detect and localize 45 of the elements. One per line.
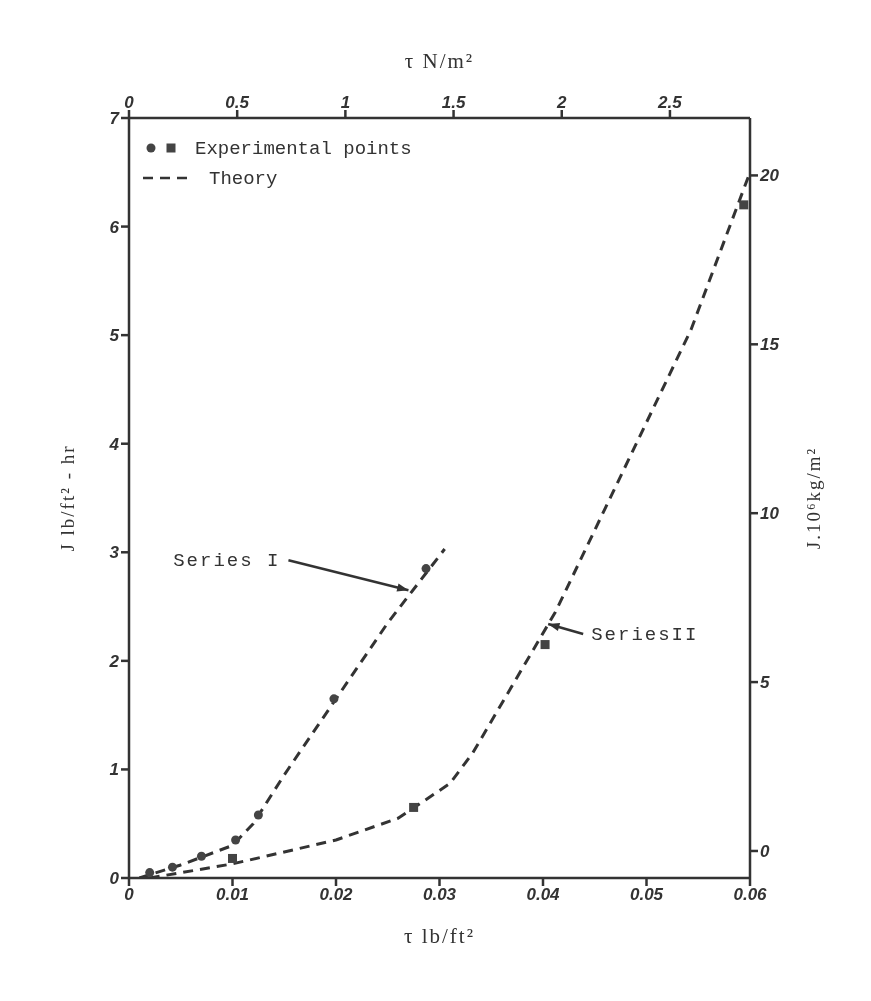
y-tick-label: 3	[109, 543, 120, 563]
point	[253, 810, 263, 820]
point	[167, 862, 177, 872]
y2-tick-label: 5	[760, 673, 770, 693]
y2-axis-title: J.10⁶kg/m²	[803, 446, 824, 550]
x-axis-title: τ lb/ft²	[404, 924, 475, 948]
x-tick-label: 0.05	[629, 885, 664, 905]
y2-tick-label: 10	[760, 504, 780, 524]
y-tick-label: 5	[109, 326, 120, 346]
x-tick-label: 0.02	[319, 885, 354, 905]
y2-tick-label: 20	[759, 166, 780, 186]
y2-tick-label: 15	[760, 335, 780, 355]
point	[409, 802, 419, 812]
y-tick-label: 2	[108, 651, 120, 671]
x2-tick-label: 0.5	[225, 93, 250, 112]
legend-label: Experimental points	[195, 138, 412, 160]
point	[540, 640, 550, 650]
x-tick-label: 0.04	[526, 885, 561, 905]
point	[739, 200, 749, 210]
x-tick-label: 0.01	[215, 885, 250, 905]
y-tick-label: 4	[108, 434, 120, 454]
x2-tick-label: 0	[124, 93, 135, 112]
point	[421, 564, 431, 574]
x2-tick-label: 2.5	[657, 93, 683, 112]
x2-tick-label: 1.5	[441, 93, 466, 112]
y-tick-label: 1	[109, 760, 119, 780]
annotation: Series I	[173, 550, 281, 573]
point	[145, 868, 155, 878]
x-tick-label: 0.06	[733, 885, 768, 905]
point	[329, 694, 339, 704]
annotation: SeriesII	[591, 623, 699, 646]
x-tick-label: 0	[124, 885, 135, 905]
y-tick-label: 7	[109, 109, 121, 129]
x2-tick-label: 1	[340, 93, 351, 112]
x-tick-label: 0.03	[422, 885, 457, 905]
legend-label: Theory	[209, 168, 278, 190]
point	[231, 835, 241, 845]
y-tick-label: 0	[109, 869, 120, 889]
x2-axis-title: τ N/m²	[404, 49, 475, 73]
y-axis-title: J lb/ft² - hr	[57, 444, 78, 552]
point	[196, 851, 206, 861]
point	[228, 853, 237, 863]
x2-tick-label: 2	[556, 93, 568, 112]
y-tick-label: 6	[109, 217, 120, 237]
y2-tick-label: 0	[760, 842, 770, 862]
